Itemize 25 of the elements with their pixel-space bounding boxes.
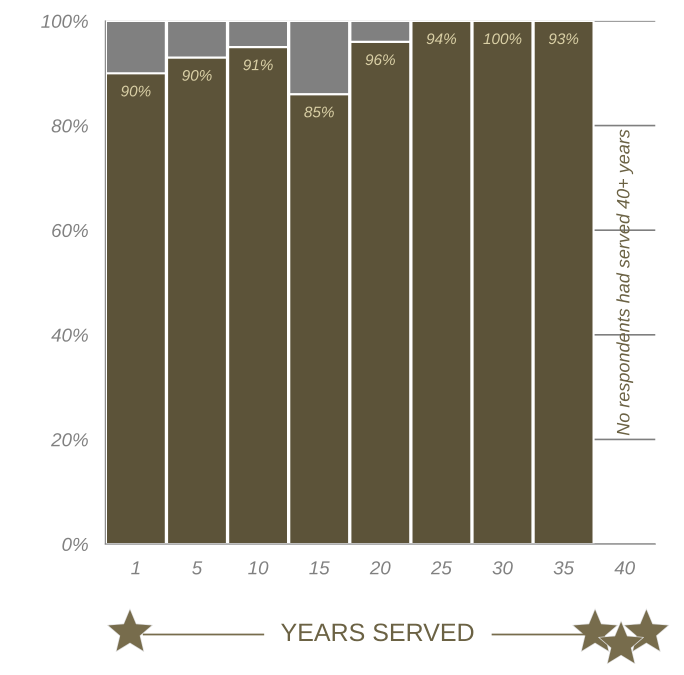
annotation: No respondents had served 40+ years xyxy=(616,130,634,436)
annotation: 93% xyxy=(548,33,578,44)
annotation: 100% xyxy=(483,33,522,44)
x-tick-label: 35 xyxy=(554,561,574,574)
annotation: 90% xyxy=(121,86,151,96)
annotation: 85% xyxy=(304,106,334,118)
annotation: 94% xyxy=(426,33,456,44)
y-tick-label: 100% xyxy=(41,14,88,28)
x-axis-title: YEARS SERVED xyxy=(281,624,474,642)
y-tick-label: 0% xyxy=(62,538,88,552)
annotation: 90% xyxy=(182,70,212,81)
x-tick-label: 1 xyxy=(131,561,140,574)
y-tick-label: 60% xyxy=(52,224,88,238)
x-tick-label: 20 xyxy=(370,561,391,574)
y-tick-label: 80% xyxy=(52,119,88,133)
y-tick-label: 40% xyxy=(51,328,88,342)
annotation: 91% xyxy=(243,60,273,70)
annotation: 96% xyxy=(366,54,395,66)
x-tick-label: 15 xyxy=(309,561,330,574)
y-tick-label: 20% xyxy=(51,433,88,446)
x-tick-label: 5 xyxy=(192,561,202,574)
x-tick-label: 30 xyxy=(492,561,513,574)
x-tick-label: 25 xyxy=(430,561,452,574)
x-tick-label: 10 xyxy=(248,561,268,574)
x-tick-label: 40 xyxy=(614,561,635,574)
